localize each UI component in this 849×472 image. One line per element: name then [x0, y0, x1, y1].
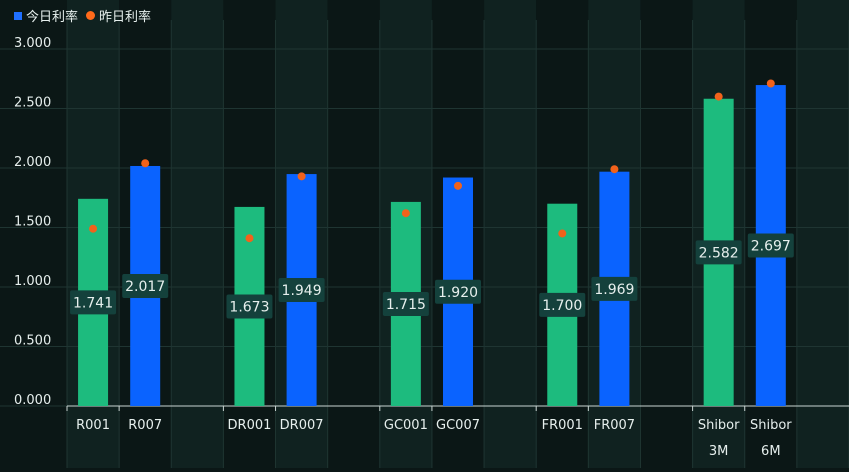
value-label-box [747, 233, 794, 258]
value-label-box [278, 278, 325, 303]
value-label: 1.741 [73, 295, 113, 311]
legend-yesterday-label: 昨日利率 [99, 10, 152, 25]
y-tick-label: 3.000 [14, 36, 51, 51]
legend-yesterday[interactable]: 昨日利率 [86, 6, 151, 25]
yesterday-dot [245, 234, 254, 243]
y-tick-label: 1.000 [14, 274, 51, 289]
value-label-box [435, 279, 481, 304]
value-label: 2.697 [751, 239, 791, 255]
legend-today[interactable]: 今日利率 [14, 6, 78, 25]
yesterday-dot [714, 92, 723, 101]
dot-swatch-icon [86, 11, 96, 20]
yesterday-dot [401, 209, 410, 218]
value-label-box [382, 291, 429, 316]
yesterday-dot [141, 159, 150, 168]
value-label: 1.949 [282, 283, 322, 299]
yesterday-dot [89, 224, 98, 233]
x-tick-label: 6M [761, 444, 781, 459]
value-label: 1.715 [386, 297, 426, 313]
value-label: 1.673 [229, 299, 269, 315]
slot-band [640, 0, 693, 468]
value-label-box [539, 292, 586, 317]
value-label-box [695, 240, 742, 265]
y-tick-label: 2.500 [14, 96, 51, 111]
x-tick-label: R001 [76, 418, 110, 433]
value-label: 1.920 [438, 285, 478, 301]
value-label: 2.017 [125, 279, 165, 295]
legend-today-label: 今日利率 [26, 10, 79, 25]
yesterday-dot [610, 165, 619, 174]
value-label-box [591, 276, 638, 301]
x-tick-label: R007 [128, 418, 162, 433]
bar-swatch-icon [14, 11, 22, 20]
slot-band [171, 0, 224, 468]
x-tick-label: DR001 [228, 418, 272, 433]
x-tick-label: FR001 [542, 418, 583, 433]
value-label-box [122, 273, 169, 298]
value-label: 1.969 [594, 282, 634, 298]
y-tick-label: 0.500 [14, 334, 51, 349]
x-tick-label: FR007 [594, 418, 635, 433]
yesterday-dot [558, 229, 567, 238]
y-tick-label: 2.000 [14, 155, 51, 170]
yesterday-dot [454, 181, 462, 190]
x-tick-label: GC001 [384, 418, 428, 433]
y-tick-label: 1.500 [14, 215, 51, 230]
slot-band [327, 0, 380, 468]
value-label-box [226, 294, 273, 319]
x-tick-label: 3M [709, 444, 729, 459]
value-label: 2.582 [699, 245, 739, 261]
x-tick-label: DR007 [280, 418, 324, 433]
x-tick-label: Shibor [698, 418, 740, 433]
yesterday-dot [297, 172, 306, 181]
y-tick-label: 0.000 [14, 393, 51, 408]
slot-band [796, 0, 849, 468]
yesterday-dot [766, 79, 775, 88]
slot-band [484, 0, 537, 468]
x-tick-label: GC007 [436, 418, 480, 433]
x-tick-label: Shibor [750, 418, 792, 433]
value-label: 1.700 [542, 298, 582, 314]
chart-legend: 今日利率 昨日利率 [14, 6, 151, 25]
value-label-box [70, 290, 117, 315]
